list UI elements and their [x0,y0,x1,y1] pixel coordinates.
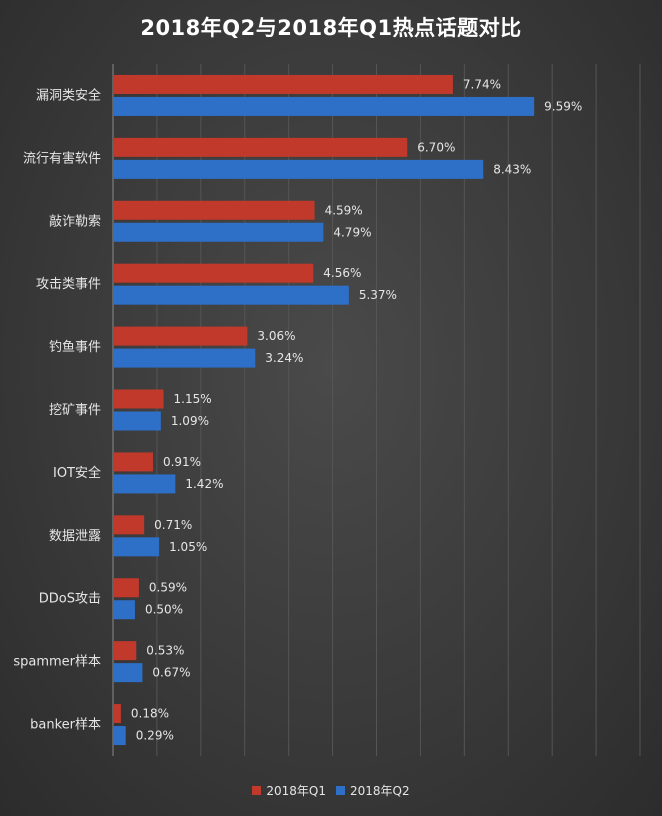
bar-q1 [113,578,139,598]
bar-q2 [113,663,143,683]
bar-q1 [113,74,453,94]
data-label: 0.18% [131,707,169,721]
legend-swatch-q1 [252,786,262,795]
data-label: 8.43% [493,162,531,176]
bar-q1 [113,200,315,220]
bar-q1 [113,452,153,472]
data-label: 0.53% [146,644,184,658]
category-label: banker样本 [30,718,101,733]
data-label: 5.37% [359,288,397,302]
category-label: 流行有害软件 [23,150,101,166]
category-label: spammer样本 [13,655,101,670]
legend: 2018年Q1 2018年Q2 [0,782,662,799]
gridlines [112,64,641,756]
legend-label-q1: 2018年Q1 [266,784,326,798]
data-label: 0.91% [163,455,201,469]
data-label: 0.50% [145,603,183,617]
data-label: 0.67% [152,666,190,680]
data-label: 1.15% [174,392,212,406]
data-label: 3.06% [257,329,295,343]
bar-q1 [113,641,137,661]
bar-q2 [113,726,126,746]
data-label: 0.29% [136,729,174,743]
bar-q2 [113,348,256,368]
category-label: IOT安全 [53,465,101,481]
bar-q1 [113,704,121,724]
category-label: 数据泄露 [49,529,101,544]
bar-q2 [113,96,535,116]
legend-item-q2: 2018年Q2 [336,782,410,799]
data-label: 6.70% [417,140,455,154]
category-label: 漏洞类安全 [36,87,101,103]
data-label: 0.59% [149,581,187,595]
bar-q2 [113,537,160,557]
bar-q2 [113,411,161,431]
bar-q1 [113,515,145,535]
data-label: 1.42% [185,477,223,491]
category-label: 钓鱼事件 [49,339,101,355]
bars [113,74,535,746]
bar-q2 [113,222,324,242]
category-label: 攻击类事件 [36,277,101,292]
data-label: 7.74% [463,77,501,91]
category-label: DDoS攻击 [39,592,101,607]
bar-q2 [113,474,176,494]
data-label: 3.24% [265,351,303,365]
bar-q1 [113,326,248,346]
legend-swatch-q2 [336,786,345,795]
data-label: 1.05% [169,540,207,554]
data-label: 0.71% [154,518,192,532]
bar-q2 [113,285,349,305]
category-label: 敲诈勒索 [49,213,101,229]
bar-q1 [113,389,164,409]
bar-q2 [113,600,135,620]
labels: 漏洞类安全 7.74% 9.59% 流行有害软件 6.70% 8.43% 敲诈勒索 4.59%… [13,77,582,742]
chart-title: 2018年Q2与2018年Q1热点话题对比 [140,16,522,40]
data-label: 9.59% [544,99,582,113]
bar-q1 [113,263,314,283]
data-label: 1.09% [171,414,209,428]
bar-q2 [113,159,484,179]
data-label: 4.59% [325,203,363,217]
category-label: 挖矿事件 [49,403,101,418]
legend-item-q1: 2018年Q1 [252,782,326,799]
bar-q1 [113,137,408,157]
data-label: 4.56% [323,266,361,280]
data-label: 4.79% [333,225,371,239]
legend-label-q2: 2018年Q2 [350,784,410,798]
